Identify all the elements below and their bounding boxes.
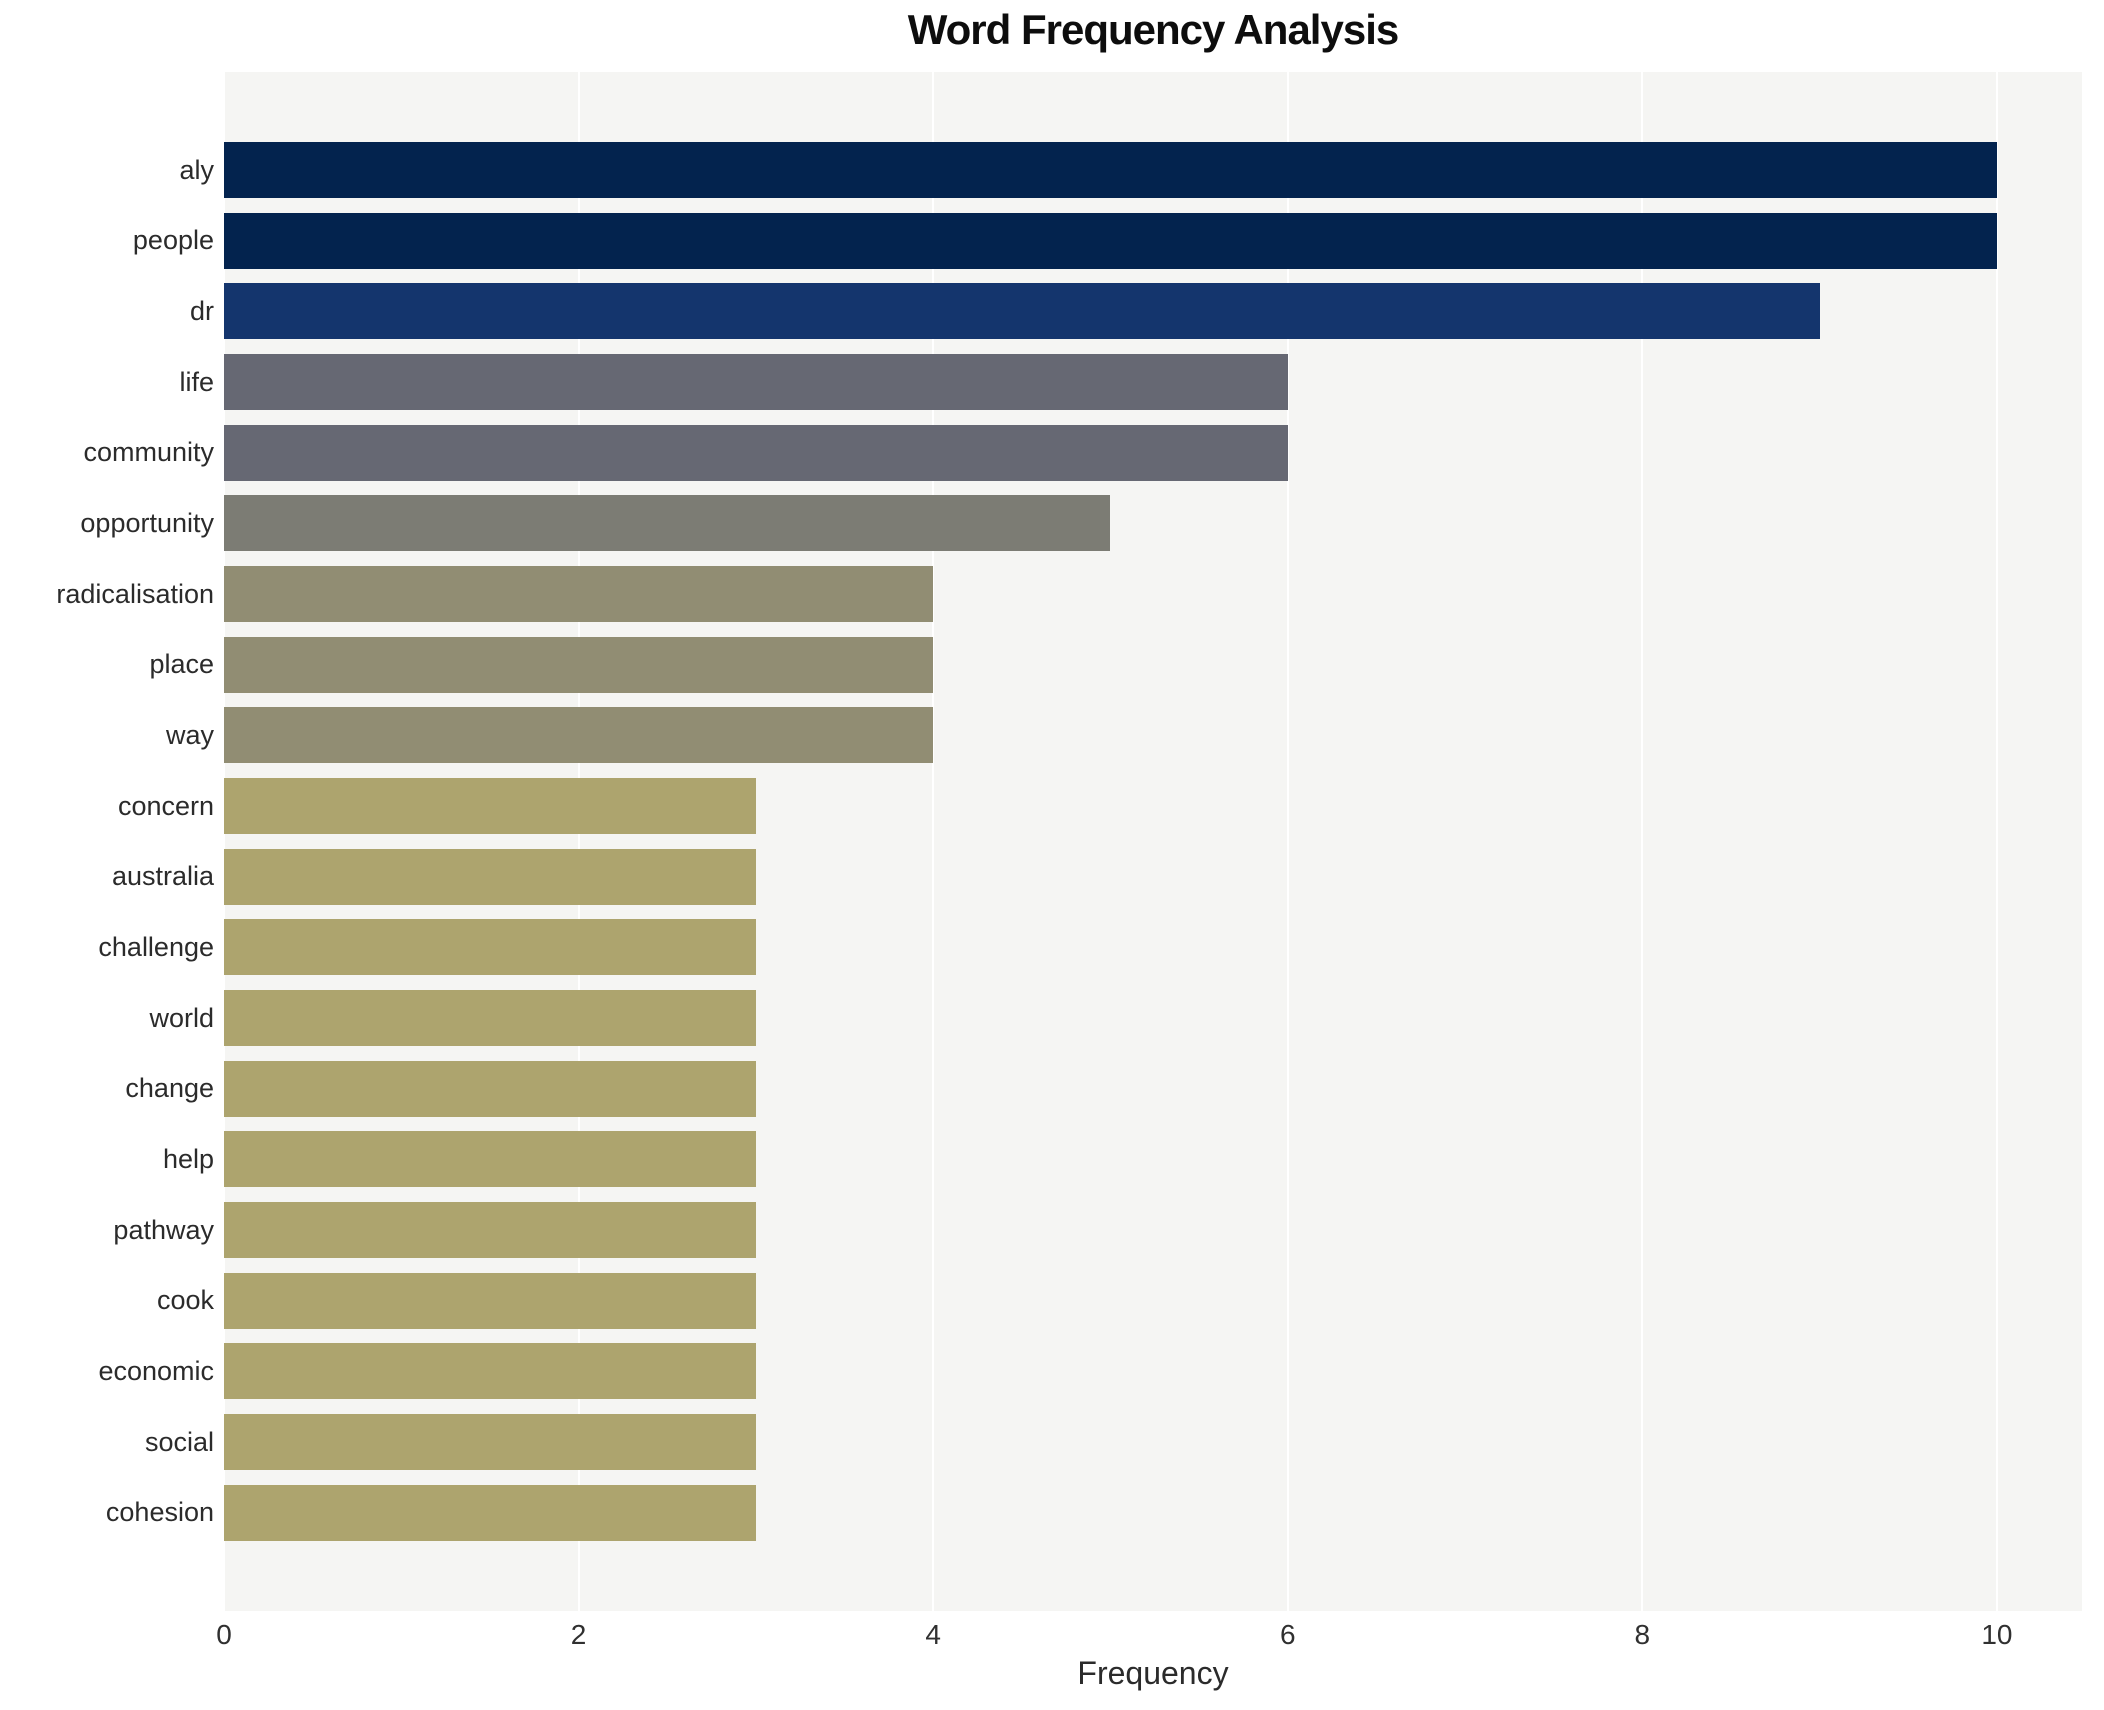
category-label: radicalisation [56, 578, 214, 609]
category-label: place [149, 649, 214, 680]
gridline-6 [1286, 72, 1289, 1611]
bar-row: social [0, 1414, 2082, 1471]
x-axis-label: Frequency [1077, 1655, 1229, 1691]
bar-row: economic [0, 1343, 2082, 1400]
bar-row: concern [0, 778, 2082, 835]
category-label: dr [189, 295, 214, 326]
bar-row: cohesion [0, 1484, 2082, 1541]
x-tick-label: 0 [216, 1619, 232, 1650]
x-tick-label: 6 [1279, 1619, 1296, 1650]
bar-cohesion [224, 1484, 756, 1541]
bar-world [224, 990, 756, 1047]
bar-people [224, 212, 1997, 269]
x-tick-label: 10 [1981, 1619, 2013, 1650]
category-label: way [165, 719, 214, 750]
bar-way [224, 707, 934, 764]
x-axis: 0 2 4 6 8 10 [216, 1611, 2082, 1655]
bar-row: opportunity [0, 495, 2082, 552]
bar-row: people [0, 212, 2082, 269]
category-label: opportunity [80, 507, 214, 538]
category-label: people [132, 225, 214, 256]
category-label: social [144, 1426, 214, 1457]
gridline-4 [932, 72, 935, 1611]
category-label: cook [156, 1285, 214, 1316]
gridline-2 [577, 72, 580, 1611]
bar-australia [224, 848, 756, 905]
bar-row: change [0, 1060, 2082, 1117]
category-label: community [83, 437, 214, 468]
bar-row: way [0, 707, 2082, 764]
category-label: life [179, 366, 214, 397]
gridline-0 [223, 72, 225, 1611]
category-label: australia [111, 861, 214, 892]
bar-dr [224, 283, 1820, 340]
bar-row: radicalisation [0, 566, 2082, 623]
category-label: cohesion [105, 1497, 214, 1528]
category-label: help [162, 1143, 214, 1174]
bar-cook [224, 1272, 756, 1329]
plot-area: aly people dr life community opportunity radic… [56, 72, 2082, 1611]
category-label: concern [117, 790, 214, 821]
bar-life [224, 354, 1288, 411]
bar-help [224, 1131, 756, 1188]
bar-row: place [0, 636, 2082, 693]
bar-row: world [0, 990, 2082, 1047]
x-tick-label: 4 [925, 1619, 941, 1650]
bar-pathway [224, 1202, 756, 1259]
bar-row: challenge [0, 919, 2082, 976]
category-label: challenge [98, 931, 214, 962]
bar-row: australia [0, 848, 2082, 905]
bar-change [224, 1060, 756, 1117]
category-label: world [149, 1002, 214, 1033]
bar-economic [224, 1343, 756, 1400]
bar-row: dr [0, 283, 2082, 340]
bar-place [224, 636, 934, 693]
x-tick-label: 2 [570, 1619, 587, 1650]
bar-row: life [0, 354, 2082, 411]
gridline-10 [1995, 72, 1998, 1611]
bar-opportunity [224, 495, 1111, 552]
category-label: pathway [113, 1214, 214, 1245]
chart-title: Word Frequency Analysis [907, 6, 1399, 53]
bar-concern [224, 778, 756, 835]
gridline-8 [1641, 72, 1644, 1611]
category-label: aly [179, 154, 214, 185]
x-tick-label: 8 [1634, 1619, 1651, 1650]
category-label: economic [98, 1355, 214, 1386]
bar-social [224, 1414, 756, 1471]
bar-challenge [224, 919, 756, 976]
bar-rows: aly people dr life community opportunity radic… [0, 72, 2082, 1611]
bar-row: community [0, 424, 2082, 481]
bar-row: pathway [0, 1202, 2082, 1259]
category-label: change [125, 1073, 214, 1104]
bar-row: aly [0, 142, 2082, 198]
bar-community [224, 424, 1288, 481]
bar-radicalisation [224, 566, 934, 623]
bar-row: cook [0, 1272, 2082, 1329]
bar-aly [224, 142, 1997, 198]
bar-row: help [0, 1131, 2082, 1188]
